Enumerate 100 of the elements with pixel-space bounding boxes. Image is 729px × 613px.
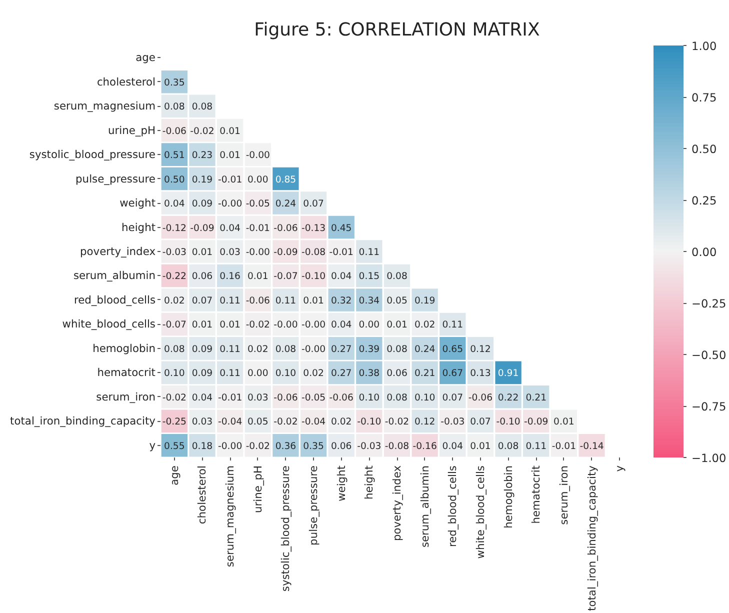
data-label: -0.01 <box>218 174 242 186</box>
color-bar-label: 1.00 <box>692 39 717 53</box>
data-label: 0.11 <box>442 320 464 331</box>
data-label: -0.06 <box>329 392 354 404</box>
data-label: 0.02 <box>303 368 324 380</box>
data-label: 0.04 <box>192 392 213 404</box>
x-tick-label: red_blood_cells <box>446 465 460 548</box>
x-tick-label: height <box>362 466 376 500</box>
data-label: -0.02 <box>162 392 186 404</box>
color-bar-label: 0.50 <box>692 142 717 156</box>
y-tick-label: serum_albumin <box>73 269 156 282</box>
data-label: 0.11 <box>358 247 380 258</box>
data-label: 0.09 <box>192 344 213 355</box>
data-label: 0.01 <box>248 271 268 282</box>
data-label: -0.05 <box>301 392 326 404</box>
data-label: 0.55 <box>164 440 185 452</box>
data-label: -0.04 <box>218 416 242 428</box>
x-tick-label: cholesterol <box>196 466 209 524</box>
data-label: 0.19 <box>414 295 436 306</box>
data-label: 0.08 <box>386 392 408 404</box>
data-label: -0.03 <box>440 416 465 428</box>
data-label: 0.01 <box>192 320 213 331</box>
data-label: 0.07 <box>470 416 491 428</box>
data-label: 0.12 <box>470 344 491 355</box>
data-label: 0.02 <box>164 295 185 306</box>
data-label: -0.12 <box>162 222 186 234</box>
data-label: -0.16 <box>412 440 437 452</box>
y-tick-label: height <box>122 220 156 234</box>
x-tick-label: serum_magnesium <box>224 465 237 568</box>
data-label: -0.00 <box>246 247 270 258</box>
data-label: 0.10 <box>275 368 296 380</box>
x-tick-label: pulse_pressure <box>307 465 320 546</box>
data-label: 0.16 <box>220 271 241 282</box>
data-label: 0.11 <box>220 295 241 306</box>
data-label: 0.01 <box>303 295 324 306</box>
color-bar-label: 0.75 <box>692 90 717 104</box>
data-label: 0.05 <box>386 295 408 306</box>
data-label: 0.03 <box>220 247 241 258</box>
data-label: 0.36 <box>275 440 296 452</box>
data-label: -0.06 <box>274 392 298 404</box>
data-label: 0.01 <box>470 440 491 452</box>
data-label: 0.10 <box>414 392 436 404</box>
x-tick-label: serum_albumin <box>418 465 432 548</box>
data-label: -0.02 <box>274 416 298 428</box>
y-tick-label: cholesterol <box>96 75 156 88</box>
data-label: 0.04 <box>330 320 352 331</box>
x-tick-label: hematocrit <box>530 465 543 524</box>
data-label: 0.02 <box>330 416 352 428</box>
data-label: 0.06 <box>330 440 352 452</box>
data-label: 0.08 <box>192 102 213 113</box>
data-label: -0.08 <box>384 440 410 452</box>
data-label: 0.50 <box>164 174 185 186</box>
data-label: 0.11 <box>526 440 547 452</box>
data-label: 0.01 <box>554 416 574 428</box>
y-tick-label: weight <box>120 196 156 210</box>
data-label: -0.02 <box>190 126 214 137</box>
data-label: 0.04 <box>164 198 185 210</box>
y-tick-label: serum_iron <box>96 390 156 404</box>
data-label: -0.00 <box>218 198 242 210</box>
data-label: -0.06 <box>162 126 187 137</box>
data-label: 0.27 <box>330 344 352 355</box>
x-tick-label: urine_pH <box>251 465 264 514</box>
data-label: 0.11 <box>275 295 296 306</box>
data-label: -0.02 <box>246 320 270 331</box>
data-label: 0.32 <box>330 295 352 306</box>
y-tick-label: urine_pH <box>108 124 156 137</box>
y-tick-label: serum_magnesium <box>54 100 156 113</box>
y-tick-label: age <box>136 51 156 64</box>
data-label: 0.35 <box>303 440 324 452</box>
data-label: 0.07 <box>442 392 464 404</box>
x-tick-label: age <box>168 465 181 486</box>
data-label: -0.09 <box>190 222 214 234</box>
x-tick-label: systolic_blood_pressure <box>279 465 292 592</box>
data-label: -0.00 <box>246 150 270 162</box>
color-bar-label: −1.00 <box>692 451 726 465</box>
y-tick-label: total_iron_binding_capacity <box>10 414 156 428</box>
data-label: -0.13 <box>301 222 326 234</box>
data-label: -0.08 <box>301 247 326 258</box>
data-label: -0.06 <box>246 295 270 306</box>
data-label: 0.01 <box>220 320 241 331</box>
y-tick-label: red_blood_cells <box>74 293 156 306</box>
y-tick-label: pulse_pressure <box>76 172 156 186</box>
x-tick-label: y <box>613 465 626 472</box>
chart-title: Figure 5: CORRELATION MATRIX <box>254 20 540 40</box>
data-label: 0.04 <box>442 440 464 452</box>
data-label: 0.21 <box>526 392 547 404</box>
data-label: -0.10 <box>301 271 326 282</box>
y-tick-label: hematocrit <box>97 366 156 380</box>
data-label: 0.10 <box>164 368 185 380</box>
data-label: -0.09 <box>274 247 298 258</box>
data-label: 0.03 <box>192 416 213 428</box>
data-label: 0.08 <box>498 440 519 452</box>
data-label: 0.09 <box>192 368 213 380</box>
data-label: 0.01 <box>386 320 408 331</box>
data-label: -0.01 <box>246 222 270 234</box>
data-label: 0.08 <box>164 102 185 113</box>
data-label: -0.00 <box>274 320 298 331</box>
data-label: 0.06 <box>386 368 408 380</box>
data-label: 0.08 <box>386 344 408 355</box>
data-label: 0.51 <box>164 150 185 162</box>
